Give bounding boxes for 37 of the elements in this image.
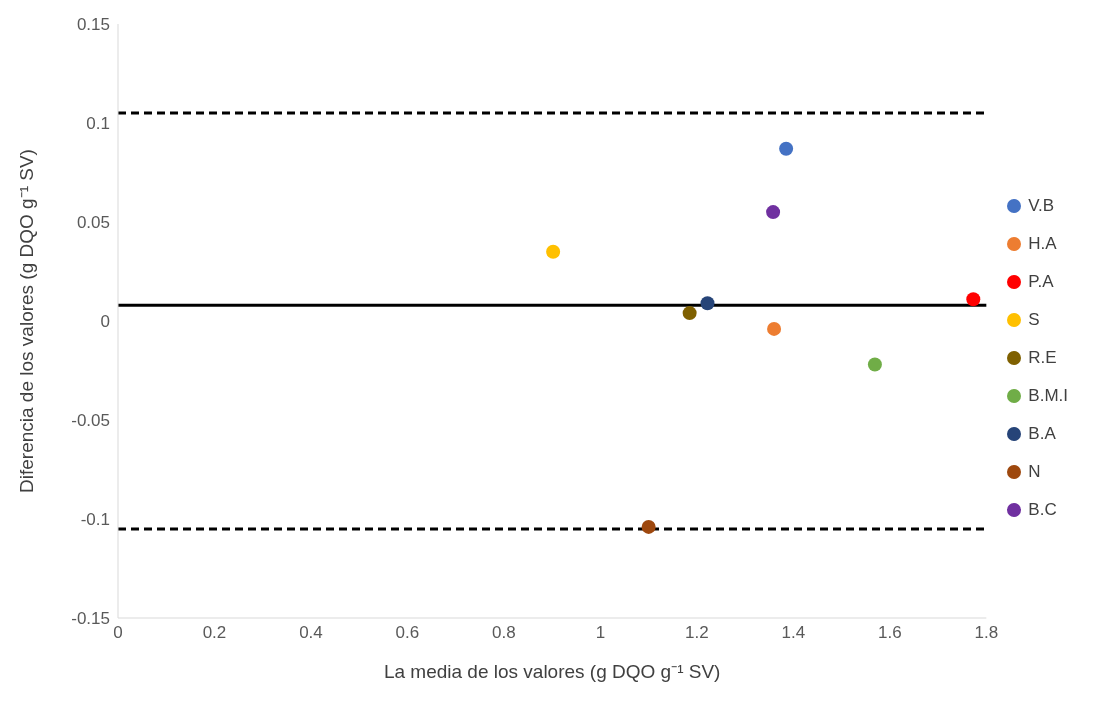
x-tick-label: 1.8 — [974, 623, 999, 643]
y-tick-label: -0.1 — [80, 510, 110, 530]
point — [641, 519, 656, 534]
legend-label: S — [1028, 310, 1040, 330]
point — [767, 321, 782, 336]
y-tick-label: 0.05 — [76, 213, 110, 233]
legend-label: N — [1028, 462, 1041, 482]
x-tick-label: 1.4 — [781, 623, 806, 643]
point — [700, 296, 715, 311]
x-tick-label: 0 — [113, 623, 123, 643]
y-tick-label: 0 — [100, 312, 110, 332]
legend-label: H.A — [1028, 234, 1057, 254]
point — [867, 357, 882, 372]
point — [546, 244, 561, 259]
x-tick-label: 1.6 — [878, 623, 902, 643]
y-axis-title: Diferencia de los valores (g DQO g⁻¹ SV) — [15, 149, 37, 493]
x-tick-label: 1 — [595, 623, 606, 643]
y-tick-label: 0.15 — [76, 15, 110, 35]
x-tick-label: 0.4 — [299, 623, 323, 643]
x-tick-label: 0.6 — [395, 623, 420, 643]
x-tick-label: 0.2 — [202, 623, 227, 643]
x-tick-label: 0.8 — [492, 623, 516, 643]
legend-label: B.C — [1028, 500, 1057, 520]
legend-label: V.B — [1028, 196, 1055, 216]
point — [766, 205, 781, 220]
legend-label: P.A — [1028, 272, 1054, 292]
y-tick-label: -0.05 — [71, 411, 110, 431]
point — [682, 306, 697, 321]
y-tick-label: 0.1 — [86, 114, 110, 134]
legend-label: R.E — [1028, 348, 1057, 368]
point — [966, 292, 981, 307]
x-tick-label: 1.2 — [685, 623, 709, 643]
legend-label: B.A — [1028, 424, 1056, 444]
y-tick-label: -0.15 — [71, 609, 110, 629]
point — [779, 141, 794, 156]
legend-label: B.M.I — [1028, 386, 1068, 406]
x-axis-title: La media de los valores (g DQO g⁻¹ SV) — [383, 661, 721, 682]
